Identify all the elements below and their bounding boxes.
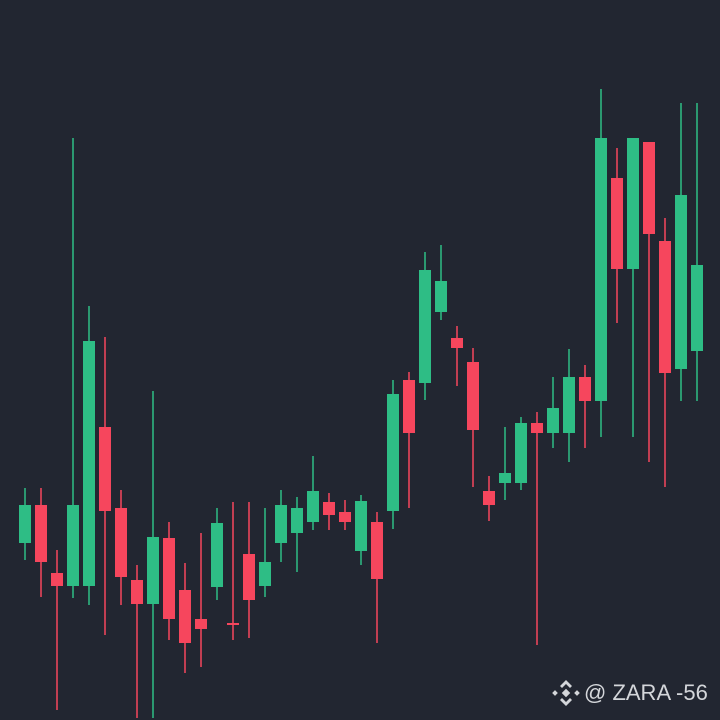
candle-body: [83, 341, 95, 586]
logo-top: [560, 680, 572, 688]
candle-body: [67, 505, 79, 586]
candle-body: [259, 562, 271, 586]
candle-body: [643, 142, 655, 234]
candle-body: [195, 619, 207, 629]
candle-body: [515, 423, 527, 483]
candle-body: [691, 265, 703, 351]
candle-body: [451, 338, 463, 348]
candle-body: [659, 241, 671, 373]
candle-body: [147, 537, 159, 604]
logo-bottom: [560, 698, 572, 706]
candle-body: [35, 505, 47, 562]
candle-body: [243, 554, 255, 600]
logo-right: [574, 690, 580, 696]
candle-body: [19, 505, 31, 543]
watermark: @ ZARA -56: [584, 680, 708, 705]
candle-body: [211, 523, 223, 587]
candle-body: [291, 508, 303, 533]
candle-body: [595, 138, 607, 401]
candle-body: [115, 508, 127, 577]
candle-body: [163, 538, 175, 619]
candle-body: [227, 623, 239, 625]
candle-body: [403, 380, 415, 433]
candle-body: [675, 195, 687, 369]
candle-body: [419, 270, 431, 383]
candle-body: [547, 408, 559, 433]
candle-body: [275, 505, 287, 543]
candle-body: [307, 491, 319, 522]
candle-body: [179, 590, 191, 643]
candle-body: [51, 573, 63, 586]
candle-body: [339, 512, 351, 522]
candle-body: [483, 491, 495, 505]
candle-body: [611, 178, 623, 269]
candle-body: [531, 423, 543, 433]
candle-body: [499, 473, 511, 483]
candle-body: [323, 502, 335, 515]
candle-body: [387, 394, 399, 511]
candle-body: [467, 362, 479, 430]
candle-body: [99, 427, 111, 511]
candle-body: [131, 580, 143, 604]
logo-left: [552, 690, 558, 696]
candles: [19, 89, 703, 718]
candle-body: [435, 281, 447, 312]
candle-body: [355, 501, 367, 551]
candle-body: [371, 522, 383, 579]
candle-body: [627, 138, 639, 269]
candle-body: [579, 377, 591, 401]
candle-body: [563, 377, 575, 433]
